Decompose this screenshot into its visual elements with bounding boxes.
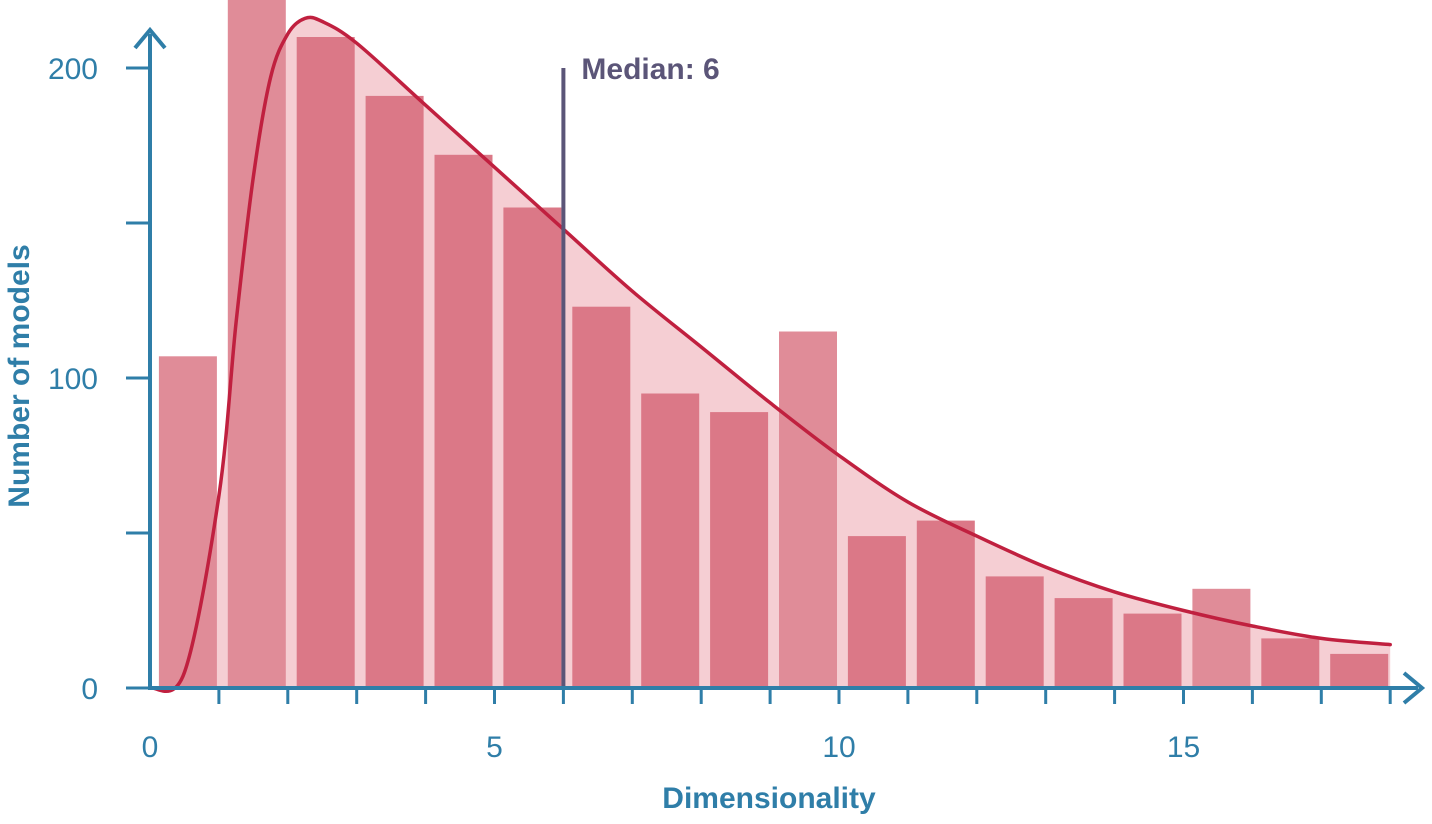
fitted-curve-line	[148, 15, 1392, 694]
histogram-bar	[572, 306, 631, 688]
y-axis-arrow	[133, 26, 167, 50]
x-tick-label: 10	[822, 731, 855, 764]
histogram-bar	[641, 393, 700, 688]
y-tick-label: 200	[48, 53, 98, 86]
histogram-bar	[1261, 638, 1320, 688]
bars-layer	[158, 0, 1389, 689]
y-axis-title: Number of models	[3, 244, 36, 507]
histogram-bar	[1054, 598, 1113, 688]
histogram-bar	[1330, 653, 1389, 688]
histogram-bar	[503, 207, 562, 688]
histogram-bar	[847, 536, 906, 688]
histogram-bar	[779, 331, 837, 688]
histogram-bar	[916, 520, 975, 688]
histogram-bar	[1192, 588, 1251, 688]
median-layer: Median: 6	[561, 53, 720, 688]
histogram-bar	[158, 356, 217, 688]
x-tick-label: 15	[1167, 731, 1200, 764]
x-axis-arrow	[1402, 671, 1426, 705]
median-label: Median: 6	[581, 53, 719, 86]
histogram-bar	[1123, 613, 1182, 688]
histogram-bar	[365, 95, 424, 688]
histogram-bar	[710, 412, 769, 688]
axes-layer: 0 5 10 15 0 100 200	[48, 26, 1426, 764]
x-tick-label: 0	[142, 731, 159, 764]
histogram-bar	[434, 154, 493, 689]
histogram-bar	[985, 576, 1044, 688]
y-tick-label: 0	[81, 673, 98, 706]
histogram-bar	[296, 37, 355, 688]
histogram-bar	[227, 0, 286, 688]
y-tick-label: 100	[48, 363, 98, 396]
x-axis-title: Dimensionality	[662, 782, 876, 815]
x-tick-label: 5	[486, 731, 503, 764]
curve-layer	[148, 15, 1392, 694]
